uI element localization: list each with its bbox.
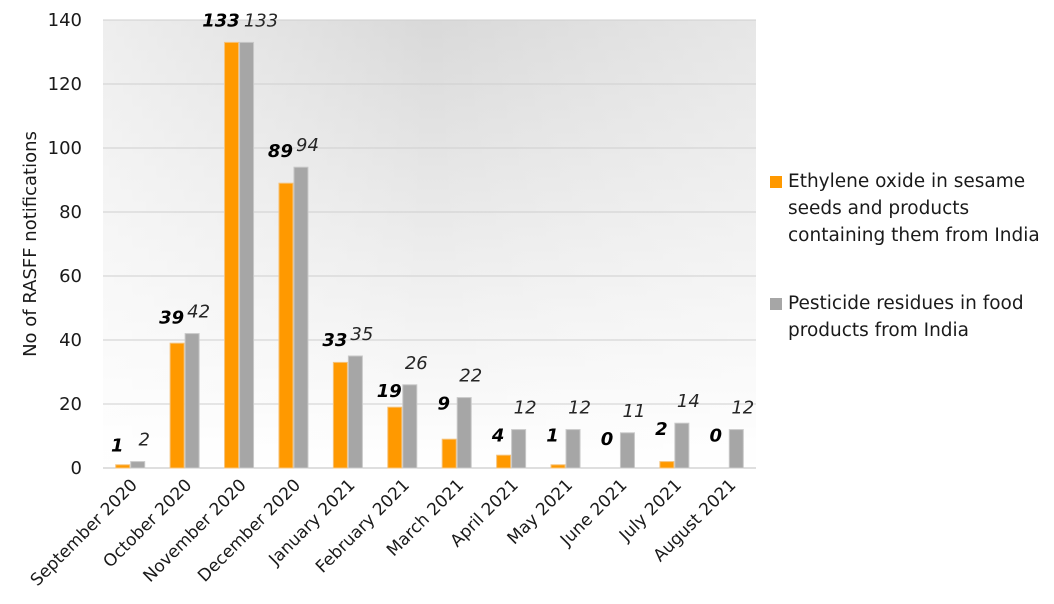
- data-label-pesticide-residues: 26: [405, 353, 428, 374]
- data-label-pesticide-residues: 94: [296, 135, 319, 156]
- data-label-ethylene-oxide: 1: [111, 436, 124, 457]
- bar-ethylene-oxide: [278, 182, 294, 469]
- data-label-pesticide-residues: 133: [244, 10, 278, 31]
- legend-label-line: seeds and products: [788, 198, 970, 219]
- bar-pesticide-residues: [565, 429, 581, 469]
- y-tick-label: 40: [59, 330, 82, 351]
- legend-label-line: products from India: [788, 320, 970, 341]
- bar-pesticide-residues: [456, 397, 472, 469]
- legend: Ethylene oxide in sesame seeds and produ…: [770, 168, 1050, 385]
- data-label-pesticide-residues: 35: [350, 324, 373, 345]
- bar-pesticide-residues: [347, 355, 363, 469]
- legend-item-pesticide-residues: Pesticide residues in food products from…: [770, 290, 1050, 344]
- bar-pesticide-residues: [619, 432, 635, 469]
- legend-item-ethylene-oxide: Ethylene oxide in sesame seeds and produ…: [770, 168, 1050, 249]
- bar-pesticide-residues: [184, 333, 200, 469]
- legend-swatch-pesticide-residues: [770, 298, 782, 310]
- legend-label-line: Ethylene oxide in sesame: [788, 171, 1026, 192]
- data-label-pesticide-residues: 12: [568, 398, 591, 419]
- gridlines: [103, 19, 756, 469]
- y-tick-label: 60: [59, 266, 82, 287]
- data-label-ethylene-oxide: 4: [491, 426, 505, 447]
- bar-ethylene-oxide: [659, 461, 675, 469]
- bar-pesticide-residues: [239, 41, 255, 469]
- bar-pesticide-residues: [293, 166, 309, 469]
- data-label-ethylene-oxide: 0: [601, 429, 614, 450]
- plot-area-sheen: [103, 20, 756, 468]
- data-label-ethylene-oxide: 2: [655, 419, 668, 440]
- legend-swatch-ethylene-oxide: [770, 176, 782, 188]
- legend-label-line: containing them from India: [788, 225, 1040, 246]
- y-tick-label: 80: [59, 202, 82, 223]
- bar-ethylene-oxide: [169, 342, 185, 469]
- data-label-ethylene-oxide: 1: [546, 426, 559, 447]
- bar-ethylene-oxide: [115, 464, 131, 469]
- data-label-ethylene-oxide: 39: [159, 308, 184, 329]
- bar-ethylene-oxide: [441, 438, 457, 469]
- bar-pesticide-residues: [511, 429, 527, 469]
- data-label-pesticide-residues: 42: [187, 302, 210, 323]
- y-tick-label: 20: [59, 394, 82, 415]
- y-tick-label: 0: [71, 458, 82, 479]
- x-tick-label: December 2020: [194, 475, 305, 586]
- data-label-ethylene-oxide: 0: [710, 426, 723, 447]
- data-label-ethylene-oxide: 133: [202, 10, 240, 31]
- y-axis-title: No of RASFF notifications: [20, 131, 41, 357]
- data-label-pesticide-residues: 11: [623, 401, 646, 422]
- data-label-ethylene-oxide: 9: [437, 394, 450, 415]
- bar-ethylene-oxide: [224, 41, 240, 469]
- data-label-pesticide-residues: 14: [677, 391, 700, 412]
- bar-pesticide-residues: [130, 461, 146, 469]
- y-tick-label: 100: [48, 138, 82, 159]
- data-label-ethylene-oxide: 89: [268, 141, 293, 162]
- data-label-pesticide-residues: 2: [138, 430, 149, 451]
- y-tick-label: 120: [48, 74, 82, 95]
- legend-label-line: Pesticide residues in food: [788, 293, 1024, 314]
- bar-ethylene-oxide: [550, 464, 566, 469]
- y-tick-label: 140: [48, 10, 82, 31]
- y-axis: 0 20 40 60 80 100 120 140: [48, 10, 82, 479]
- data-label-pesticide-residues: 12: [514, 398, 537, 419]
- bars: [115, 41, 744, 469]
- bar-pesticide-residues: [728, 429, 744, 469]
- x-tick-label: February 2021: [312, 475, 414, 577]
- bar-pesticide-residues: [674, 422, 690, 469]
- bar-ethylene-oxide: [332, 361, 348, 469]
- data-label-pesticide-residues: 22: [459, 366, 482, 387]
- data-label-pesticide-residues: 12: [731, 398, 754, 419]
- bar-ethylene-oxide: [496, 454, 512, 469]
- data-label-ethylene-oxide: 19: [377, 381, 402, 402]
- bar-pesticide-residues: [402, 384, 418, 469]
- bar-ethylene-oxide: [387, 406, 403, 469]
- data-label-ethylene-oxide: 33: [322, 330, 347, 351]
